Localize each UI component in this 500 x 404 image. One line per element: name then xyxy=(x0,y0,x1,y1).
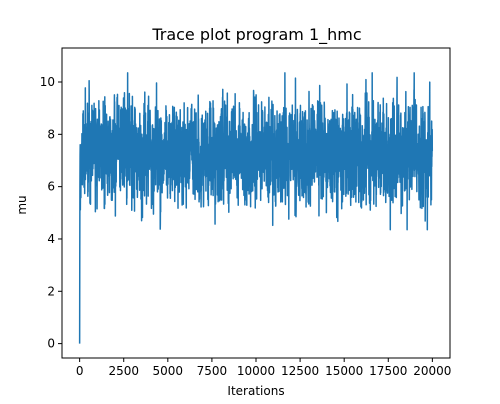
x-tick-label: 0 xyxy=(76,364,84,378)
x-tick-label: 15000 xyxy=(325,364,363,378)
x-tick-label: 5000 xyxy=(153,364,184,378)
x-tick-label: 12500 xyxy=(281,364,319,378)
y-tick-label: 8 xyxy=(47,127,55,141)
y-tick-label: 10 xyxy=(40,75,55,89)
x-tick-label: 7500 xyxy=(197,364,228,378)
x-tick-label: 2500 xyxy=(108,364,139,378)
x-tick-label: 20000 xyxy=(413,364,451,378)
x-tick-label: 10000 xyxy=(237,364,275,378)
y-tick-label: 2 xyxy=(47,284,55,298)
trace-series-line xyxy=(78,72,434,344)
chart-title: Trace plot program 1_hmc xyxy=(151,25,361,45)
y-tick-label: 0 xyxy=(47,337,55,351)
series-layer xyxy=(78,72,434,344)
y-tick-label: 4 xyxy=(47,232,55,246)
y-axis-label: mu xyxy=(15,195,29,214)
x-tick-label: 17500 xyxy=(369,364,407,378)
y-tick-label: 6 xyxy=(47,180,55,194)
x-axis-label: Iterations xyxy=(227,384,284,398)
axes-layer: 0 2500 5000 7500 10000 12500 15000 17500 20000 0 2… xyxy=(40,47,451,378)
